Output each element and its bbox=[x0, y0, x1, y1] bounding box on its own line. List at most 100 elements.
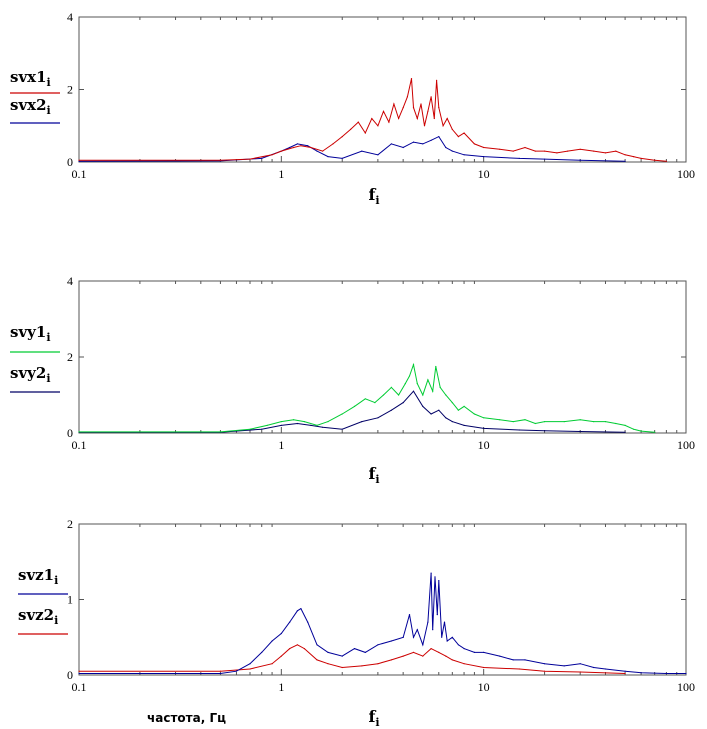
data-point bbox=[445, 417, 447, 419]
data-point bbox=[412, 141, 415, 143]
data-point bbox=[438, 136, 440, 138]
x-tick-label: 100 bbox=[677, 680, 695, 694]
data-point bbox=[408, 375, 411, 377]
data-point bbox=[632, 428, 635, 430]
data-point bbox=[402, 402, 404, 404]
data-point bbox=[463, 648, 465, 650]
data-point bbox=[640, 672, 642, 674]
data-point bbox=[451, 402, 453, 404]
data-point bbox=[377, 644, 379, 646]
data-point bbox=[436, 614, 438, 616]
data-point bbox=[289, 621, 291, 623]
data-point bbox=[374, 402, 376, 404]
data-point bbox=[544, 158, 546, 160]
data-point bbox=[534, 422, 536, 425]
data-point bbox=[353, 405, 356, 407]
data-point bbox=[463, 663, 465, 665]
x-axis-label: fi bbox=[368, 707, 379, 729]
data-point bbox=[665, 160, 668, 162]
chart-panel-2: 0.1 1 10 100 0 2 4 svy1i svy2i fi bbox=[10, 274, 695, 486]
data-point bbox=[483, 156, 485, 158]
x-tick-label: 10 bbox=[478, 167, 490, 181]
data-point bbox=[427, 621, 429, 623]
data-point bbox=[579, 430, 581, 433]
data-point bbox=[640, 430, 642, 432]
data-point bbox=[361, 421, 363, 423]
data-point bbox=[593, 666, 595, 669]
data-point bbox=[406, 96, 408, 98]
data-point bbox=[473, 413, 475, 415]
data-point bbox=[219, 159, 221, 161]
data-point bbox=[296, 422, 298, 425]
data-point bbox=[398, 394, 400, 396]
data-point bbox=[544, 421, 546, 423]
data-point bbox=[303, 421, 305, 423]
data-point bbox=[293, 146, 295, 149]
y-tick-label: 0 bbox=[67, 426, 73, 440]
data-point bbox=[593, 421, 595, 423]
data-point bbox=[445, 146, 447, 149]
data-point bbox=[544, 670, 546, 672]
data-point bbox=[296, 644, 298, 646]
y-tick-label: 0 bbox=[67, 668, 73, 682]
data-point bbox=[432, 629, 434, 631]
chart-panel-1: 0.1 1 10 100 0 2 4 svx1i svx2i fi bbox=[10, 10, 695, 207]
data-point bbox=[364, 398, 366, 400]
data-point bbox=[364, 132, 366, 134]
data-point bbox=[483, 651, 485, 654]
data-point bbox=[442, 125, 444, 127]
data-point bbox=[296, 143, 298, 145]
data-point bbox=[438, 651, 440, 654]
data-point bbox=[357, 121, 359, 123]
data-point bbox=[446, 117, 448, 120]
data-point bbox=[640, 157, 642, 159]
data-point bbox=[289, 648, 291, 650]
data-point bbox=[518, 668, 520, 670]
data-point bbox=[390, 409, 392, 411]
data-point bbox=[327, 651, 329, 654]
data-point bbox=[350, 128, 352, 130]
x-axis-label: fi bbox=[368, 185, 379, 207]
data-point bbox=[280, 150, 282, 152]
data-point bbox=[524, 419, 526, 421]
data-point bbox=[249, 668, 251, 670]
data-point bbox=[402, 107, 404, 109]
data-point bbox=[430, 139, 432, 141]
data-point bbox=[341, 413, 343, 415]
data-point bbox=[322, 426, 324, 428]
x-tick-label: 1 bbox=[278, 167, 284, 181]
data-point bbox=[300, 608, 302, 610]
data-point bbox=[410, 78, 413, 80]
data-point bbox=[512, 150, 514, 152]
data-point bbox=[361, 150, 363, 152]
data-point bbox=[280, 655, 282, 657]
data-point bbox=[353, 648, 356, 650]
data-point bbox=[327, 156, 329, 158]
data-point bbox=[219, 670, 221, 672]
data-point bbox=[441, 636, 443, 638]
data-point bbox=[665, 672, 668, 675]
data-point bbox=[422, 405, 424, 407]
data-point bbox=[451, 421, 453, 423]
data-point bbox=[332, 143, 334, 145]
data-point bbox=[322, 150, 324, 152]
data-point bbox=[398, 117, 400, 120]
y-tick-label: 1 bbox=[67, 593, 73, 607]
data-point bbox=[382, 394, 385, 396]
data-point bbox=[463, 405, 465, 407]
data-point bbox=[430, 96, 432, 98]
series-line-svz2 bbox=[79, 644, 626, 674]
data-point bbox=[685, 672, 687, 675]
y-tick-label: 4 bbox=[67, 274, 73, 288]
data-point bbox=[390, 640, 392, 642]
y-tick-label: 0 bbox=[67, 155, 73, 169]
data-point bbox=[416, 629, 418, 631]
data-point bbox=[307, 621, 309, 623]
data-point bbox=[473, 143, 475, 145]
data-point bbox=[341, 428, 343, 430]
data-point bbox=[423, 125, 426, 127]
data-point bbox=[310, 424, 312, 426]
data-point bbox=[307, 145, 309, 147]
x-axis-label: fi bbox=[368, 464, 379, 486]
